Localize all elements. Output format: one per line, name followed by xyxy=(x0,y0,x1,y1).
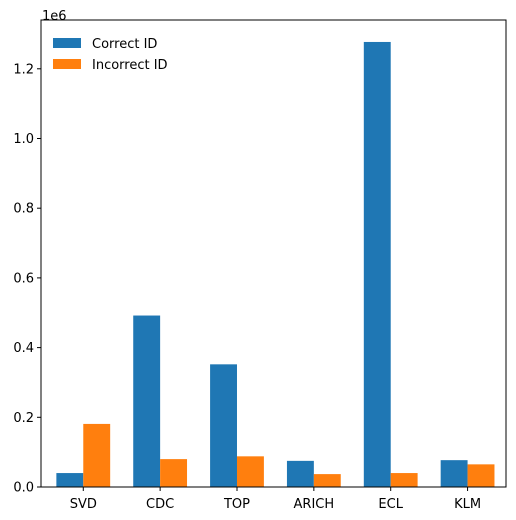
y-tick-label: 0.4 xyxy=(13,341,34,356)
bar-arich-correct xyxy=(286,460,314,487)
bar-cdc-incorrect xyxy=(160,459,188,487)
bar-top-correct xyxy=(210,364,237,487)
y-tick-label: 0.6 xyxy=(13,271,34,286)
bar-cdc-correct xyxy=(133,315,161,487)
bar-ecl-correct xyxy=(363,41,391,488)
x-tick-label-ecl: ECL xyxy=(378,497,403,512)
y-tick-label: 0.8 xyxy=(13,202,34,217)
y-axis: 0.0 0.2 0.4 0.6 0.8 1.0 1.2 xyxy=(13,62,41,496)
y-tick-label: 0.0 xyxy=(13,481,34,496)
x-tick-label-arich: ARICH xyxy=(294,497,335,512)
bar-klm-incorrect xyxy=(467,464,495,487)
x-tick-label-klm: KLM xyxy=(454,497,481,512)
x-tick-label-svd: SVD xyxy=(70,497,97,512)
bar-arich-incorrect xyxy=(313,474,341,487)
y-tick-label: 1.2 xyxy=(13,62,34,77)
y-tick-label: 1.0 xyxy=(13,132,34,147)
legend-label-correct: Correct ID xyxy=(92,37,157,52)
bar-svd-correct xyxy=(56,473,84,487)
y-tick-label: 0.2 xyxy=(13,411,34,426)
legend-label-incorrect: Incorrect ID xyxy=(92,58,168,73)
bar-ecl-incorrect xyxy=(390,473,418,487)
x-axis: SVD CDC TOP ARICH ECL KLM xyxy=(70,487,481,512)
bars-group xyxy=(56,41,495,488)
bar-top-incorrect xyxy=(236,456,264,487)
bar-klm-correct xyxy=(440,460,468,487)
legend-swatch-correct xyxy=(53,38,81,48)
x-tick-label-top: TOP xyxy=(223,497,250,512)
bar-svd-incorrect xyxy=(83,423,111,487)
legend-swatch-incorrect xyxy=(53,59,81,69)
plot-frame xyxy=(40,19,507,488)
legend: Correct ID Incorrect ID xyxy=(53,37,168,73)
x-tick-label-cdc: CDC xyxy=(146,497,174,512)
y-offset-text: 1e6 xyxy=(42,9,67,24)
